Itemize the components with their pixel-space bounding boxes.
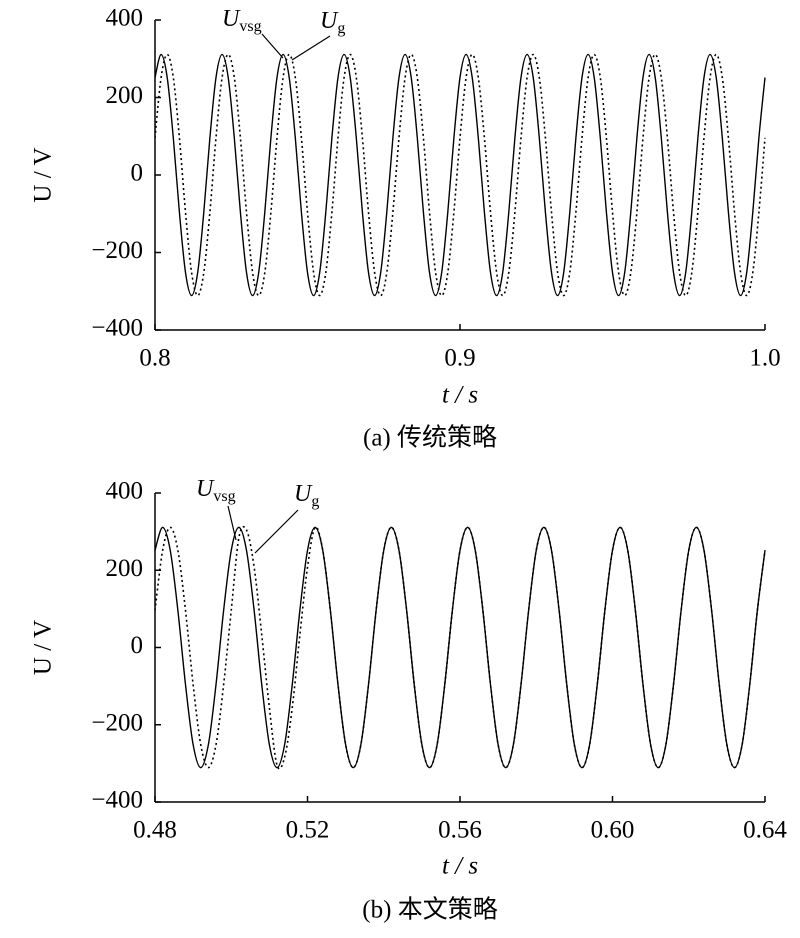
series-line — [155, 525, 766, 770]
series-label: Ug — [294, 481, 319, 510]
series-subscript: g — [337, 20, 345, 37]
y-tick-label: 400 — [106, 478, 144, 505]
series-name: U — [222, 6, 241, 32]
x-axis-label: t / s — [442, 853, 478, 880]
x-tick-label: 0.64 — [743, 817, 787, 844]
leader-line — [227, 505, 237, 541]
series-line — [155, 53, 766, 297]
series-line — [155, 526, 766, 769]
series-name: U — [320, 8, 339, 34]
y-tick-label: −400 — [91, 315, 143, 342]
y-axis-label: U / V — [30, 620, 57, 675]
x-tick-label: 1.0 — [749, 345, 780, 372]
y-tick-label: 0 — [131, 160, 144, 187]
leader-line — [254, 509, 299, 554]
y-tick-label: −200 — [91, 237, 143, 264]
y-tick-label: −400 — [91, 787, 143, 814]
y-tick-label: 200 — [106, 555, 144, 582]
series-subscript: vsg — [239, 18, 261, 35]
caption: (a) 传统策略 — [363, 424, 497, 452]
y-tick-label: −200 — [91, 709, 143, 736]
series-label: Uvsg — [196, 476, 236, 505]
series-subscript: vsg — [213, 488, 235, 505]
caption: (b) 本文策略 — [362, 896, 497, 924]
y-tick-label: 200 — [106, 82, 144, 109]
leader-line — [261, 33, 284, 59]
x-tick-label: 0.48 — [133, 817, 177, 844]
series-line — [155, 53, 766, 297]
x-axis-label: t / s — [442, 382, 478, 409]
x-tick-label: 0.60 — [591, 817, 635, 844]
x-tick-label: 0.9 — [444, 345, 475, 372]
y-axis-label: U / V — [30, 147, 57, 202]
x-tick-label: 0.52 — [286, 817, 330, 844]
series-name: U — [294, 481, 313, 507]
y-tick-label: 400 — [106, 5, 144, 32]
series-name: U — [196, 476, 215, 502]
y-tick-label: 0 — [131, 632, 144, 659]
x-tick-label: 0.56 — [438, 817, 482, 844]
leader-line — [291, 35, 331, 61]
x-tick-label: 0.8 — [139, 345, 170, 372]
series-label: Uvsg — [222, 6, 262, 35]
series-subscript: g — [311, 493, 319, 510]
series-label: Ug — [320, 8, 345, 37]
